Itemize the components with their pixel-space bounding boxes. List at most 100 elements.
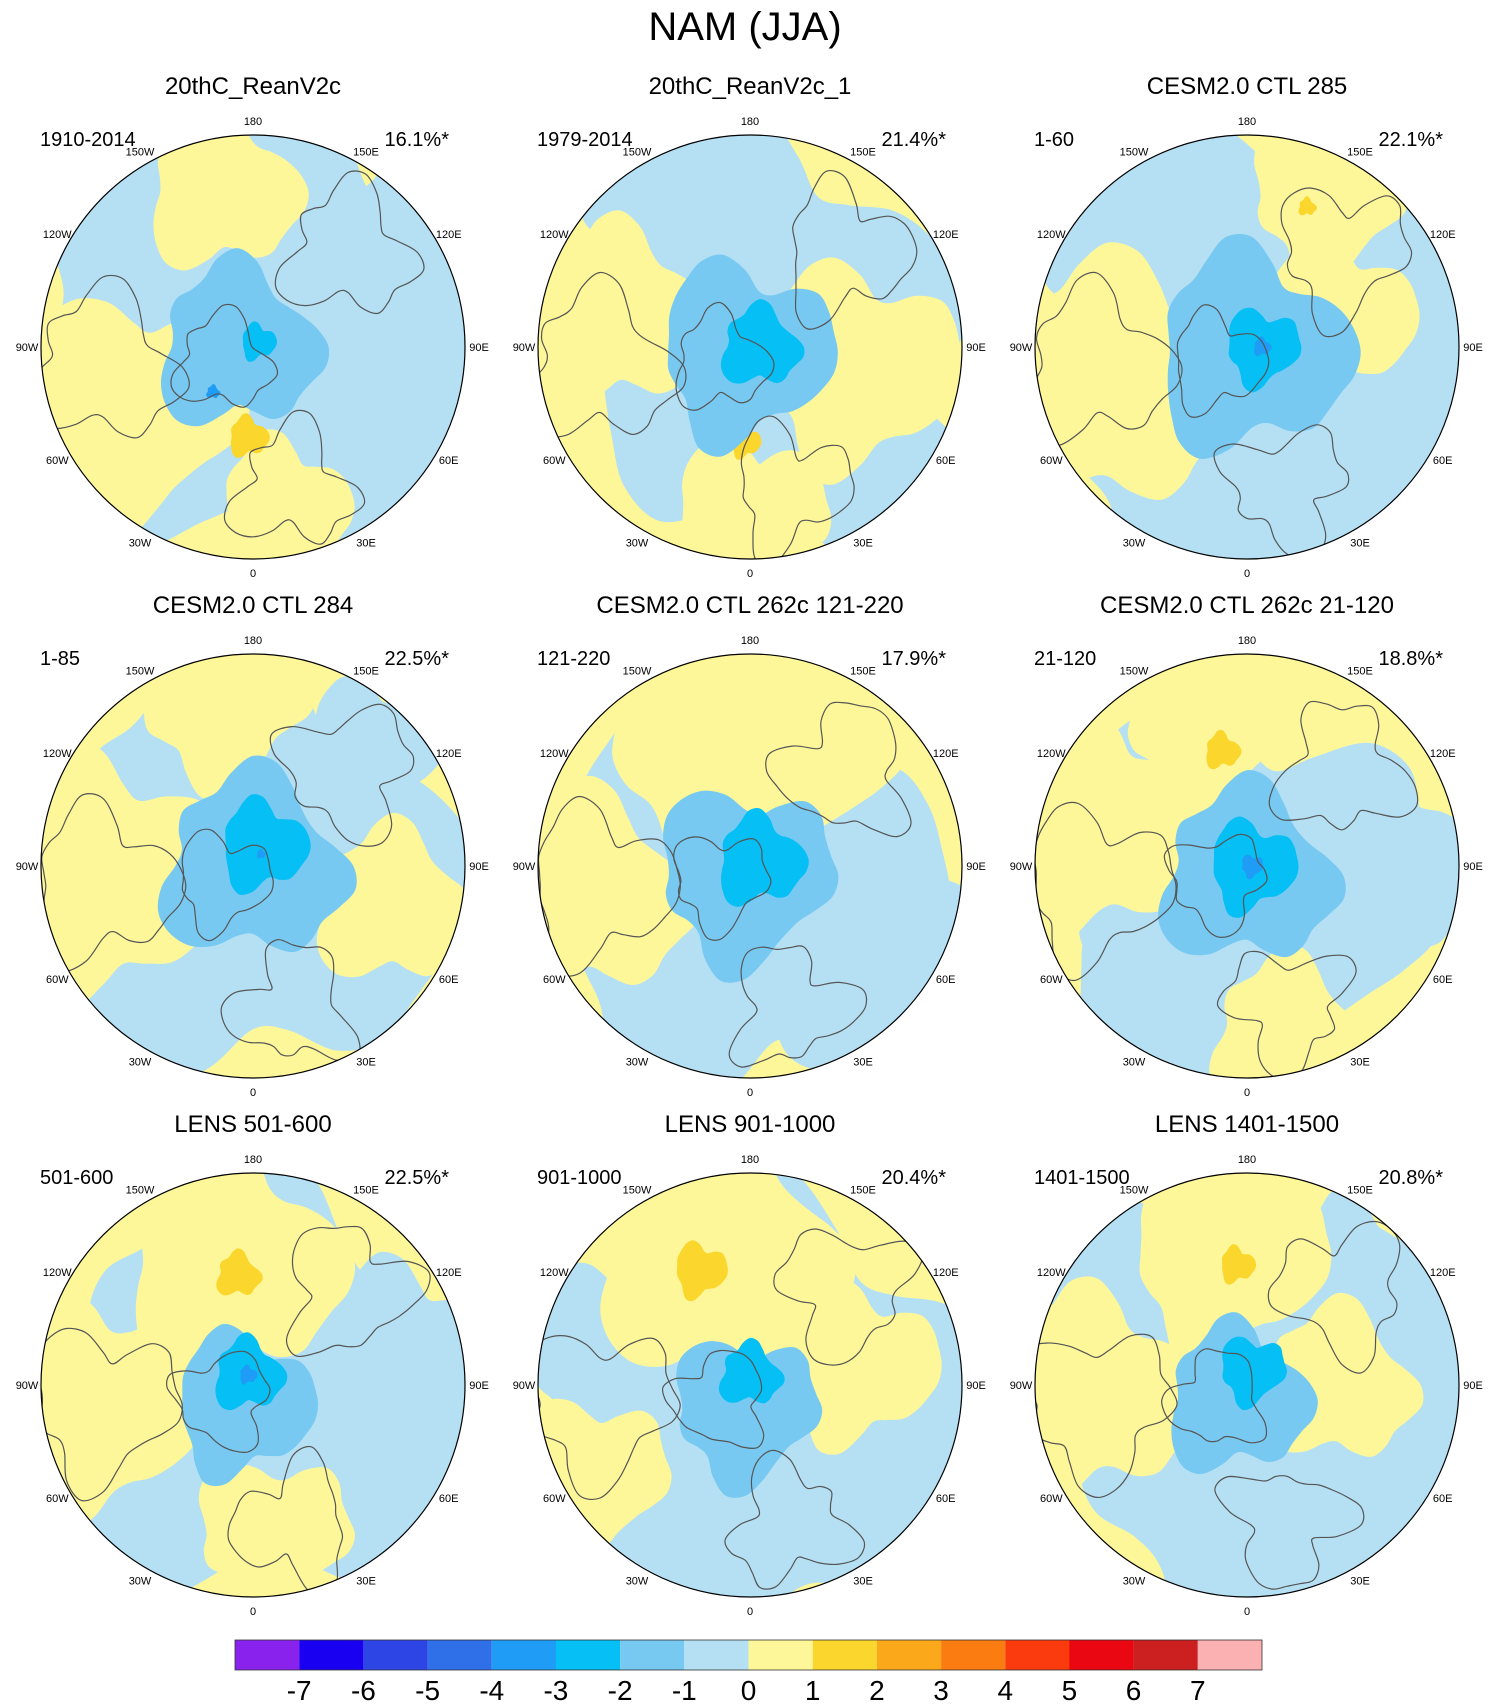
longitude-label: 60W	[543, 455, 566, 467]
figure-title: NAM (JJA)	[648, 5, 841, 49]
longitude-label: 120E	[1430, 1267, 1456, 1279]
longitude-label: 30W	[626, 1057, 649, 1069]
longitude-label: 90E	[469, 861, 489, 873]
longitude-label: 120E	[933, 748, 959, 760]
colorbar-swatch	[555, 1640, 621, 1670]
longitude-label: 120E	[436, 229, 462, 241]
coastlines	[538, 1228, 924, 1590]
map-panel: 180 150E 120E 90E 60E 30E 0 30W 60W 90W 120W 150W 20…	[16, 73, 489, 580]
coastline-greenland	[170, 303, 279, 408]
longitude-label: 90W	[1010, 342, 1033, 354]
longitude-label: 30W	[626, 538, 649, 550]
panel-variance: 18.8%*	[1379, 648, 1444, 670]
longitude-label: 30E	[853, 538, 873, 550]
colorbar-swatch	[1133, 1640, 1198, 1670]
longitude-label: 30W	[129, 1576, 152, 1588]
panel-period: 1-85	[40, 648, 80, 670]
coastline-america	[1035, 1333, 1178, 1499]
colorbar-frame	[234, 1639, 1263, 1671]
contour-region	[676, 1341, 823, 1498]
longitude-label: 120E	[933, 1267, 959, 1279]
longitude-label: 30E	[1350, 1576, 1370, 1588]
map-panel: 180 150E 120E 90E 60E 30E 0 30W 60W 90W 120W 150W LE…	[16, 1111, 489, 1618]
panel-period: 901-1000	[537, 1167, 622, 1189]
panel-period: 21-120	[1034, 648, 1096, 670]
longitude-label: 0	[747, 1087, 753, 1099]
longitude-label: 60W	[46, 1493, 69, 1505]
longitude-label: 60E	[1433, 455, 1453, 467]
longitude-label: 0	[250, 1087, 256, 1099]
longitude-label: 60W	[46, 974, 69, 986]
coastline-asia	[765, 701, 912, 838]
longitude-label: 180	[1238, 635, 1256, 647]
longitude-label: 0	[1244, 568, 1250, 580]
longitude-label: 0	[250, 1606, 256, 1618]
contour-region	[198, 1463, 355, 1597]
longitude-label: 90W	[513, 861, 536, 873]
longitude-label: 30E	[1350, 1057, 1370, 1069]
colorbar-swatch	[1005, 1640, 1070, 1670]
longitude-label: 120W	[43, 748, 72, 760]
longitude-label: 60W	[543, 974, 566, 986]
contour-region	[721, 807, 809, 907]
panel-period: 501-600	[40, 1167, 113, 1189]
longitude-label: 30E	[853, 1057, 873, 1069]
colorbar-tick-label: 0	[741, 1675, 757, 1704]
contour-region	[718, 1337, 785, 1404]
longitude-label: 150E	[1347, 146, 1373, 158]
longitude-label: 30E	[853, 1576, 873, 1588]
longitude-label: 90W	[16, 861, 39, 873]
colorbar: -7 -6 -5 -4 -3 -2 -1 0 1 2 3 4 5 6 7	[234, 1639, 1263, 1704]
coastline-asia	[285, 1225, 431, 1358]
colorbar-swatch	[235, 1640, 300, 1670]
longitude-label: 30W	[1123, 1057, 1146, 1069]
longitude-label: 150E	[850, 1184, 876, 1196]
longitude-label: 60W	[1040, 455, 1063, 467]
longitude-label: 60W	[1040, 1493, 1063, 1505]
longitude-label: 180	[1238, 1154, 1256, 1166]
longitude-label: 150W	[1120, 665, 1149, 677]
longitude-label: 120W	[43, 229, 72, 241]
map-panel: 180 150E 120E 90E 60E 30E 0 30W 60W 90W 120W 150W LE…	[513, 1111, 986, 1618]
panel-period: 1910-2014	[40, 129, 136, 151]
panel-title: CESM2.0 CTL 284	[153, 592, 354, 619]
longitude-label: 120E	[1430, 229, 1456, 241]
colorbar-swatch	[1069, 1640, 1134, 1670]
contour-region	[1125, 654, 1301, 823]
coastline-greenland	[661, 1349, 765, 1449]
colorbar-tick-label: 3	[933, 1675, 949, 1704]
coastline-america	[538, 271, 687, 438]
contour-field	[41, 654, 465, 1078]
longitude-label: 90W	[1010, 861, 1033, 873]
longitude-label: 150W	[623, 146, 652, 158]
contour-region	[1221, 1244, 1257, 1285]
map-boundary	[1034, 134, 1460, 560]
longitude-label: 150E	[850, 665, 876, 677]
colorbar-swatch	[748, 1640, 813, 1670]
contour-field	[41, 135, 465, 559]
map-boundary	[537, 653, 963, 1079]
longitude-label: 0	[747, 1606, 753, 1618]
panel-period: 1401-1500	[1034, 1167, 1130, 1189]
contour-region	[676, 1240, 728, 1302]
longitude-label: 180	[741, 635, 759, 647]
coastline-greenland	[1176, 304, 1270, 418]
longitude-label: 120E	[436, 748, 462, 760]
map-boundary	[537, 1172, 963, 1598]
colorbar-swatch	[684, 1640, 749, 1670]
longitude-label: 120W	[1037, 229, 1066, 241]
map-panel: 180 150E 120E 90E 60E 30E 0 30W 60W 90W 120W 150W 20…	[513, 73, 986, 580]
contour-region	[793, 1277, 942, 1455]
longitude-label: 60E	[1433, 1493, 1453, 1505]
colorbar-tick-label: -7	[287, 1675, 312, 1704]
longitude-label: 90W	[513, 342, 536, 354]
longitude-label: 30E	[356, 1576, 376, 1588]
longitude-label: 180	[244, 635, 262, 647]
longitude-label: 30W	[1123, 1576, 1146, 1588]
colorbar-swatch	[812, 1640, 877, 1670]
longitude-label: 90W	[513, 1380, 536, 1392]
longitude-label: 180	[1238, 116, 1256, 128]
map-panel: 180 150E 120E 90E 60E 30E 0 30W 60W 90W 120W 150W CE…	[16, 592, 489, 1099]
longitude-label: 120E	[933, 229, 959, 241]
coastlines	[41, 703, 415, 1062]
